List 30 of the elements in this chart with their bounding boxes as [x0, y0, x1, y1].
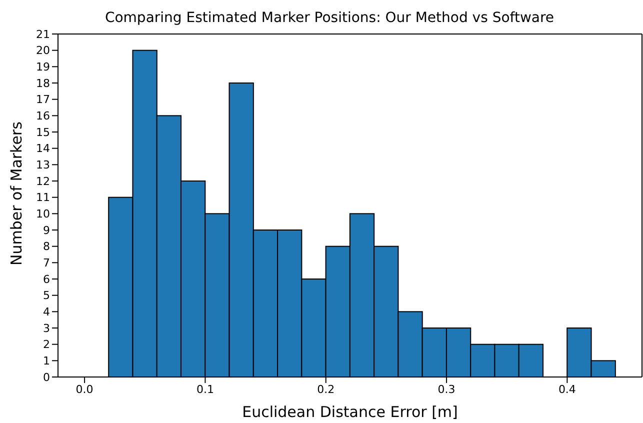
y-tick-label: 0 — [43, 370, 50, 384]
x-tick-label: 0.0 — [76, 382, 94, 396]
y-tick-label: 1 — [43, 354, 50, 368]
y-tick-label: 2 — [43, 338, 50, 352]
x-axis-title: Euclidean Distance Error [m] — [242, 403, 458, 421]
y-tick-label: 13 — [36, 158, 50, 172]
y-tick-label: 15 — [36, 126, 50, 139]
y-tick-label: 3 — [43, 322, 50, 335]
y-tick-label: 18 — [36, 76, 50, 90]
y-tick-label: 8 — [43, 240, 50, 254]
x-tick-label: 0.2 — [317, 382, 335, 396]
y-axis-title: Number of Markers — [7, 121, 26, 266]
y-tick-label: 14 — [36, 142, 50, 156]
x-tick-label: 0.1 — [196, 382, 214, 396]
x-tick-label: 0.4 — [558, 382, 576, 396]
y-tick-label: 10 — [36, 208, 50, 221]
x-tick-label: 0.3 — [438, 382, 456, 396]
y-tick-label: 16 — [36, 110, 50, 123]
y-tick-label: 11 — [36, 191, 50, 204]
chart-title: Comparing Estimated Marker Positions: Our Method vs Software — [104, 9, 556, 28]
y-tick-label: 5 — [43, 289, 50, 302]
y-tick-label: 20 — [36, 44, 50, 58]
y-tick-label: 12 — [36, 174, 50, 188]
y-tick-label: 6 — [43, 272, 50, 286]
y-tick-label: 21 — [36, 28, 50, 41]
y-tick-label: 19 — [36, 60, 50, 74]
y-tick-label: 4 — [43, 306, 50, 319]
y-tick-label: 9 — [43, 224, 50, 237]
y-tick-label: 7 — [43, 256, 50, 270]
y-tick-label: 17 — [36, 93, 50, 106]
